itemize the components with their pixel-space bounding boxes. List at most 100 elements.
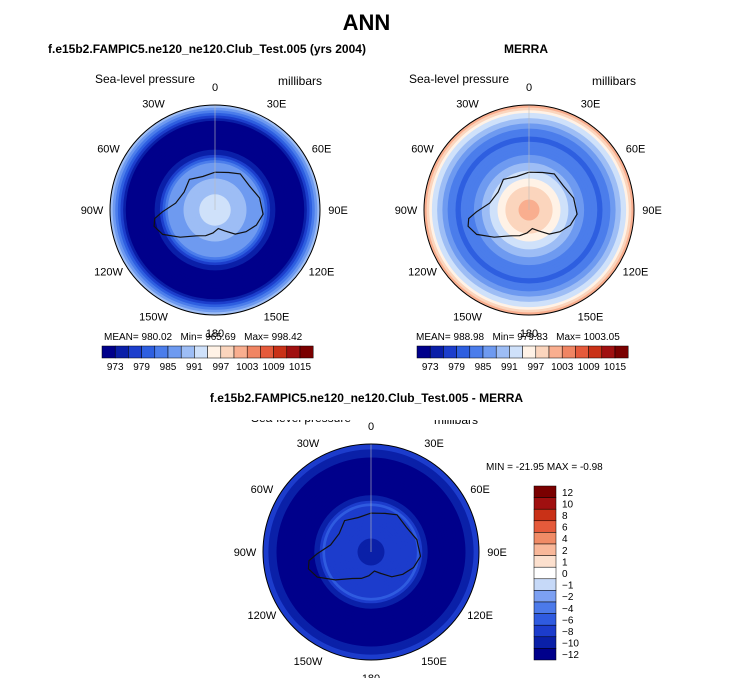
lon-label: 120E [467, 610, 493, 622]
colorbar-tick: 6 [562, 523, 568, 534]
colorbar-cell [194, 345, 208, 359]
lon-label: 30W [297, 438, 320, 450]
panel-1-polar-map: 0 30E 60E 90E 120E 150E 180 150W 120W 90W 60W 30W Se… [81, 72, 348, 340]
lon-label: 30W [456, 99, 479, 111]
colorbar-cell [128, 345, 142, 359]
colorbar-cell [533, 578, 557, 591]
colorbar-cell [207, 345, 222, 359]
colorbar-tick: −4 [562, 604, 574, 615]
colorbar-cell [429, 345, 444, 359]
colorbar-cell [495, 345, 510, 359]
panel-1-min-label: Min= [180, 332, 203, 343]
colorbar-cell [533, 543, 557, 556]
coastline [153, 171, 264, 238]
map-border [109, 104, 321, 316]
colorbar-cell [180, 345, 195, 359]
colorbar-cell [533, 613, 557, 626]
colorbar-tick: 1009 [262, 362, 285, 373]
lon-label: 0 [526, 82, 532, 94]
panel-2-colorbar: 973 979 985 991 997 1003 1009 1015 [416, 345, 629, 373]
panel-3-min-value: -21.95 [515, 462, 545, 473]
colorbar-cell [533, 520, 557, 533]
lon-label: 150E [264, 312, 290, 324]
colorbar-cell [456, 345, 471, 359]
panel-3-stats: MIN = -21.95 MAX = -0.98 [486, 462, 603, 473]
panel-3-min-label: MIN = [486, 462, 513, 473]
colorbar-tick: −6 [562, 615, 574, 626]
lon-label: 30E [267, 99, 287, 111]
colorbar-cell [522, 345, 537, 359]
lon-label: 150W [139, 312, 168, 324]
lon-label: 90W [395, 205, 418, 217]
colorbar-cell [533, 601, 557, 614]
lon-label: 120W [94, 267, 123, 279]
colorbar-tick: 12 [562, 488, 574, 499]
colorbar-tick: −10 [562, 639, 579, 650]
colorbar-tick: 1009 [577, 362, 600, 373]
map-field-2 [263, 444, 479, 660]
lon-label: 150E [578, 312, 604, 324]
colorbar-cell [482, 345, 497, 359]
lon-label: 0 [212, 82, 218, 94]
colorbar-tick: 997 [212, 362, 229, 373]
colorbar-tick: 10 [562, 499, 574, 510]
panel-2-min-label: Min= [492, 332, 515, 343]
colorbar-tick: −12 [562, 650, 579, 661]
colorbar-cell [233, 345, 248, 359]
colorbar-cell [533, 648, 557, 661]
lon-label: 60E [626, 144, 646, 156]
units-label: millibars [278, 74, 322, 88]
colorbar-tick: 985 [475, 362, 492, 373]
lon-label: 120E [623, 267, 649, 279]
colorbar-cell [509, 345, 523, 359]
colorbar-cell [561, 345, 576, 359]
colorbar-cell [533, 497, 557, 510]
colorbar-cell [469, 345, 484, 359]
variable-label: Sea-level pressure [251, 420, 351, 425]
lon-label: 90W [81, 205, 104, 217]
map-border [423, 104, 635, 316]
lon-label: 180 [206, 328, 224, 340]
colorbar-tick: 1003 [551, 362, 574, 373]
colorbar-cell [533, 555, 557, 568]
colorbar-tick: 4 [562, 534, 568, 545]
colorbar-cell [535, 345, 550, 359]
colorbar-cell [548, 345, 563, 359]
colorbar-cell [220, 345, 235, 359]
colorbar-cell [533, 624, 557, 638]
colorbar-cell [601, 345, 616, 359]
colorbar-tick: 997 [527, 362, 544, 373]
lon-label: 90W [234, 547, 257, 559]
colorbar-cell [246, 345, 261, 359]
lon-label: 0 [368, 421, 374, 433]
colorbar-cell [533, 485, 557, 498]
colorbar-cell [533, 508, 557, 522]
colorbar-cell [101, 345, 116, 359]
colorbar-cell [286, 345, 301, 359]
lon-label: 120E [309, 267, 335, 279]
colorbar-tick: 1003 [236, 362, 259, 373]
colorbar-cell [273, 345, 288, 359]
panel-1-min-value: 965.69 [205, 332, 236, 343]
colorbar-tick: 8 [562, 511, 568, 522]
panel-3-polar-map: 0 30E 60E 90E 120E 150E 180 150W 120W 90W 60W 30W Se… [234, 420, 507, 678]
lon-label: 90E [328, 205, 348, 217]
panel-1-colorbar: 973 979 985 991 997 1003 1009 1015 [101, 345, 314, 373]
lon-label: 180 [362, 673, 380, 678]
figure-title: ANN [342, 10, 391, 35]
variable-label: Sea-level pressure [409, 72, 509, 86]
colorbar-cell [533, 636, 557, 649]
colorbar-tick: 985 [160, 362, 177, 373]
panel-3-max-value: -0.98 [579, 462, 603, 473]
panel-1-mean-value: 980.02 [141, 332, 173, 343]
colorbar-tick: 991 [186, 362, 203, 373]
panel-2-max-label: Max= [556, 332, 581, 343]
panel-1-stats: MEAN= 980.02 Min= 965.69 Max= 998.42 [104, 332, 302, 343]
colorbar-tick: 973 [422, 362, 439, 373]
panel-2-mean-label: MEAN= [416, 332, 451, 343]
colorbar-tick: 979 [448, 362, 465, 373]
map-field-1 [424, 105, 634, 315]
lon-label: 60W [251, 484, 274, 496]
units-label: millibars [434, 420, 478, 427]
